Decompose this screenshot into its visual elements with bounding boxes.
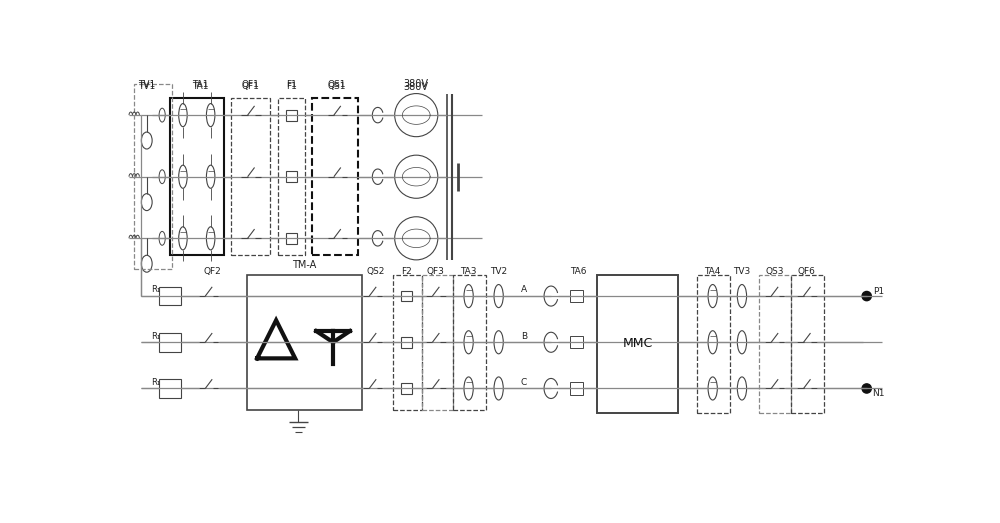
- Text: MMC: MMC: [622, 337, 653, 350]
- Text: QF1: QF1: [242, 82, 260, 91]
- Bar: [159, 287, 181, 305]
- Text: TV1: TV1: [138, 80, 155, 89]
- Text: N1: N1: [872, 389, 885, 397]
- Bar: [159, 379, 181, 397]
- Text: C: C: [521, 378, 527, 387]
- Circle shape: [862, 384, 871, 393]
- Text: 380V: 380V: [404, 82, 429, 92]
- Text: F2: F2: [401, 267, 412, 276]
- Text: F1: F1: [286, 80, 297, 89]
- Bar: [759, 275, 791, 413]
- Text: R₁: R₁: [151, 378, 161, 387]
- Circle shape: [862, 291, 871, 301]
- Bar: [570, 336, 583, 348]
- Text: A: A: [521, 286, 527, 294]
- Bar: [278, 98, 305, 255]
- Bar: [401, 337, 412, 348]
- Bar: [422, 275, 453, 410]
- Text: TV2: TV2: [490, 267, 507, 276]
- Bar: [170, 98, 224, 255]
- Text: F1: F1: [286, 82, 297, 91]
- Bar: [286, 172, 297, 182]
- Text: QF1: QF1: [242, 80, 260, 89]
- Text: TV3: TV3: [733, 267, 751, 276]
- Text: TM-A: TM-A: [292, 260, 317, 270]
- Text: QF2: QF2: [203, 267, 221, 276]
- Text: P1: P1: [873, 287, 884, 296]
- Bar: [231, 98, 270, 255]
- Bar: [570, 382, 583, 395]
- Bar: [286, 110, 297, 120]
- Bar: [791, 275, 824, 413]
- Bar: [597, 275, 678, 413]
- Text: TA4: TA4: [705, 267, 721, 276]
- Bar: [570, 290, 583, 302]
- Text: QF3: QF3: [427, 267, 444, 276]
- Text: 380V: 380V: [404, 79, 429, 89]
- Text: QS3: QS3: [765, 267, 784, 276]
- Bar: [134, 84, 172, 269]
- Bar: [401, 291, 412, 301]
- Bar: [247, 275, 362, 410]
- Text: TV1: TV1: [138, 82, 155, 91]
- Bar: [286, 233, 297, 244]
- Text: TA1: TA1: [192, 82, 209, 91]
- Text: R₁: R₁: [151, 332, 161, 340]
- Text: TA1: TA1: [192, 80, 209, 89]
- Text: R₁: R₁: [151, 286, 161, 294]
- Text: QS2: QS2: [366, 267, 385, 276]
- Text: QS1: QS1: [328, 80, 346, 89]
- Text: QS1: QS1: [328, 82, 346, 91]
- Bar: [453, 275, 486, 410]
- Text: TA3: TA3: [460, 267, 477, 276]
- Text: TA6: TA6: [570, 267, 586, 276]
- Text: QF6: QF6: [798, 267, 816, 276]
- Bar: [159, 333, 181, 351]
- Bar: [401, 383, 412, 394]
- Bar: [393, 275, 422, 410]
- Text: B: B: [521, 332, 527, 340]
- Bar: [697, 275, 730, 413]
- Bar: [312, 98, 358, 255]
